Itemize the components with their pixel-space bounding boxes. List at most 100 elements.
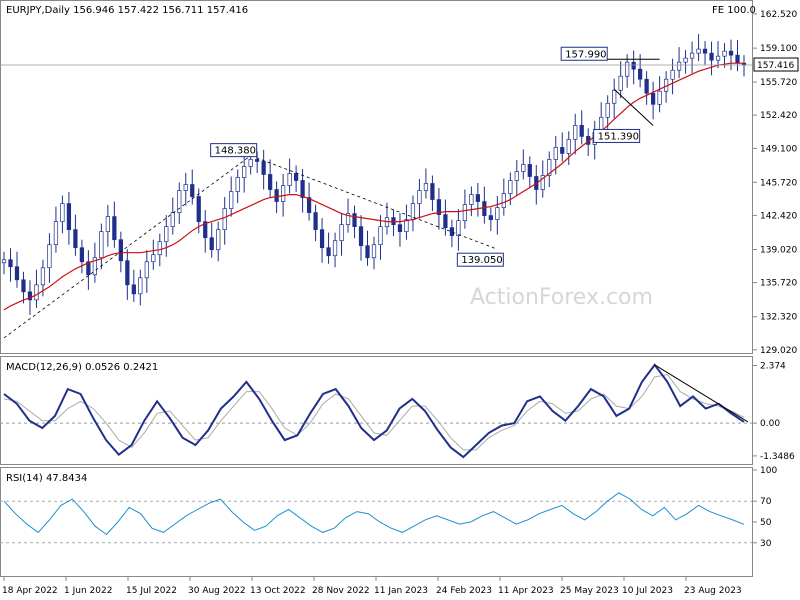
candle-body <box>689 52 695 59</box>
watermark: ActionForex.com <box>470 285 653 310</box>
candle-body <box>79 247 85 263</box>
candle-body <box>722 50 727 57</box>
candle-body <box>300 180 305 198</box>
candle-body <box>190 184 195 197</box>
candle-body <box>553 147 558 160</box>
price-tick-label: 159.100 <box>760 44 797 54</box>
candle-body <box>14 266 20 281</box>
x-tick-label: 24 Feb 2023 <box>436 586 492 596</box>
price-tick-label: 145.720 <box>760 178 797 188</box>
candle-body <box>651 92 656 105</box>
current-price-box <box>753 57 799 72</box>
annotation-label: 157.990 <box>565 49 606 60</box>
candle-body <box>306 197 312 213</box>
candle-body <box>670 69 675 80</box>
trendline-down-dashed <box>250 155 498 250</box>
candle-body <box>40 267 46 286</box>
x-tick-label: 1 Jun 2022 <box>64 586 112 596</box>
candle-body <box>242 166 247 178</box>
candle-body <box>319 229 325 249</box>
price-tick-label: 135.720 <box>760 279 797 289</box>
candle-body <box>702 48 708 54</box>
x-tick-label: 11 Apr 2023 <box>498 586 554 596</box>
candle-body <box>482 201 487 216</box>
candle-body <box>638 68 643 80</box>
pullback-line <box>613 88 654 126</box>
price-tick-label: 162.520 <box>760 10 797 20</box>
candle-body <box>728 50 734 56</box>
candle-body <box>676 61 682 71</box>
candle-body <box>540 175 545 190</box>
fe-label: FE 100.0 <box>712 5 756 16</box>
x-tick-label: 13 Oct 2022 <box>250 586 306 596</box>
rsi-tick-label: 70 <box>760 497 772 507</box>
candle-body <box>209 237 214 251</box>
macd-signal-line <box>3 374 745 451</box>
candle-body <box>177 190 182 213</box>
candle-body <box>86 261 91 276</box>
rsi-tick-label: 100 <box>760 466 777 476</box>
candle-body <box>560 147 565 154</box>
candle-body <box>443 214 448 228</box>
macd-title: MACD(12,26,9) 0.0526 0.2421 <box>6 362 158 373</box>
candle-body <box>449 227 455 237</box>
candle-body <box>118 239 123 262</box>
annotation-box <box>210 143 258 158</box>
candle-body <box>326 247 331 257</box>
candle-body <box>53 221 59 246</box>
candle-body <box>229 191 234 209</box>
candle-body <box>430 183 435 200</box>
rsi-tick-label: 30 <box>760 539 772 549</box>
x-tick-label: 23 Aug 2023 <box>684 586 742 596</box>
candle-body <box>358 226 364 247</box>
candle-body <box>423 183 429 191</box>
candle-body <box>21 279 26 293</box>
x-tick-label: 25 May 2023 <box>560 586 619 596</box>
candle-body <box>60 203 65 222</box>
candle-body <box>625 61 630 77</box>
candle-body <box>339 224 344 242</box>
candle-body <box>216 229 221 251</box>
candle-body <box>287 173 292 186</box>
rsi-tick-label: 50 <box>760 518 772 528</box>
rsi-series: 100 70 50 30 <box>0 466 777 549</box>
candle-body <box>566 139 571 154</box>
candle-body <box>99 231 104 259</box>
candle-body <box>644 78 649 94</box>
candle-body <box>332 240 338 257</box>
annotation-box <box>560 46 608 61</box>
candle-body <box>547 159 552 176</box>
candle-body <box>203 221 208 239</box>
candle-body <box>27 291 33 301</box>
x-tick-label: 10 Jul 2023 <box>622 586 673 596</box>
current-price-label: 157.416 <box>757 61 794 71</box>
macd-panel-frame <box>0 356 753 465</box>
candle-body <box>164 226 169 243</box>
macd-divergence-line <box>654 364 749 423</box>
candle-body <box>293 173 299 181</box>
candle-body <box>605 102 610 118</box>
macd-tick-label: -1.3486 <box>760 452 795 462</box>
candle-body <box>514 171 519 181</box>
candle-body <box>397 224 403 233</box>
candle-body <box>501 193 506 208</box>
candle-body <box>579 125 584 137</box>
candle-body <box>47 244 52 269</box>
candle-body <box>365 245 370 259</box>
price-panel-frame <box>0 0 753 354</box>
candle-body <box>475 194 480 202</box>
x-axis: 18 Apr 2022 1 Jun 2022 15 Jul 2022 30 Aug 2… <box>2 577 742 596</box>
annotation-label: 139.050 <box>461 255 502 266</box>
chart-title: EURJPY,Daily 156.946 157.422 156.711 157… <box>6 5 248 16</box>
annotation-label: 148.380 <box>215 146 256 157</box>
price-tick-label: 132.320 <box>760 313 797 323</box>
x-tick-label: 28 Nov 2022 <box>312 586 370 596</box>
annotation-box <box>456 252 504 267</box>
rsi-title: RSI(14) 47.8434 <box>6 473 87 484</box>
candle-body <box>261 161 266 175</box>
candle-body <box>410 203 416 220</box>
candle-body <box>34 284 39 301</box>
candle-body <box>508 180 513 194</box>
